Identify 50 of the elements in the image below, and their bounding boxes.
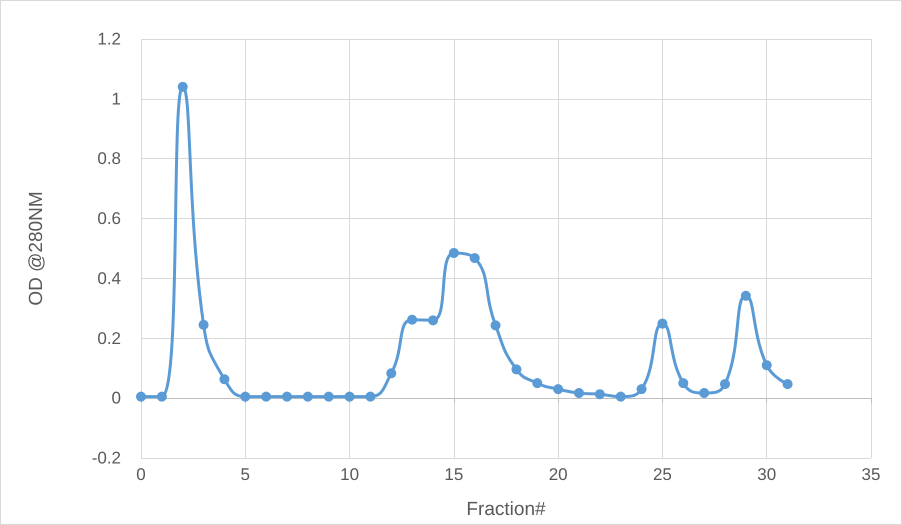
x-tick-label: 15 [444,465,464,484]
x-tick-label: 0 [136,465,146,484]
point [302,392,313,402]
point [657,318,668,329]
point [407,314,418,325]
point [261,392,272,402]
x-tick-label: 25 [652,465,672,484]
y-tick-label: 0.6 [97,209,121,228]
y-tick-label: 0.4 [97,268,121,288]
x-tick-label: 10 [340,465,360,484]
point [574,388,584,398]
y-axis-title: OD @280NM [26,191,47,306]
point [762,360,772,370]
x-tick-label: 20 [548,465,568,484]
point [720,379,730,390]
y-tick-label: 1.2 [97,30,121,48]
point [156,392,167,402]
point [324,392,334,402]
point [282,392,292,402]
point [219,374,230,384]
point [448,248,459,258]
point [178,82,188,92]
point [490,320,501,330]
point [240,392,250,402]
point [740,290,751,301]
x-tick-label: 35 [862,465,880,484]
y-tick-label: 0 [112,388,121,408]
point [428,315,438,326]
y-tick-label: -0.2 [92,448,121,468]
point [553,384,564,394]
point [678,378,688,388]
point [511,364,522,374]
y-tick-label: 1 [112,89,121,108]
point [198,320,209,330]
point [386,368,396,378]
x-tick-label: 30 [757,465,776,484]
point [136,392,146,402]
point [470,253,480,264]
point [699,388,710,398]
point [365,392,376,402]
point [782,379,793,390]
y-tick-label: 0.8 [97,149,121,168]
point [636,384,647,394]
point [616,392,626,402]
point [532,378,542,388]
point [344,392,355,402]
point [594,389,605,400]
x-axis-title: Fraction# [466,499,546,520]
x-tick-label: 5 [240,465,250,484]
y-tick-label: 0.2 [97,328,121,348]
